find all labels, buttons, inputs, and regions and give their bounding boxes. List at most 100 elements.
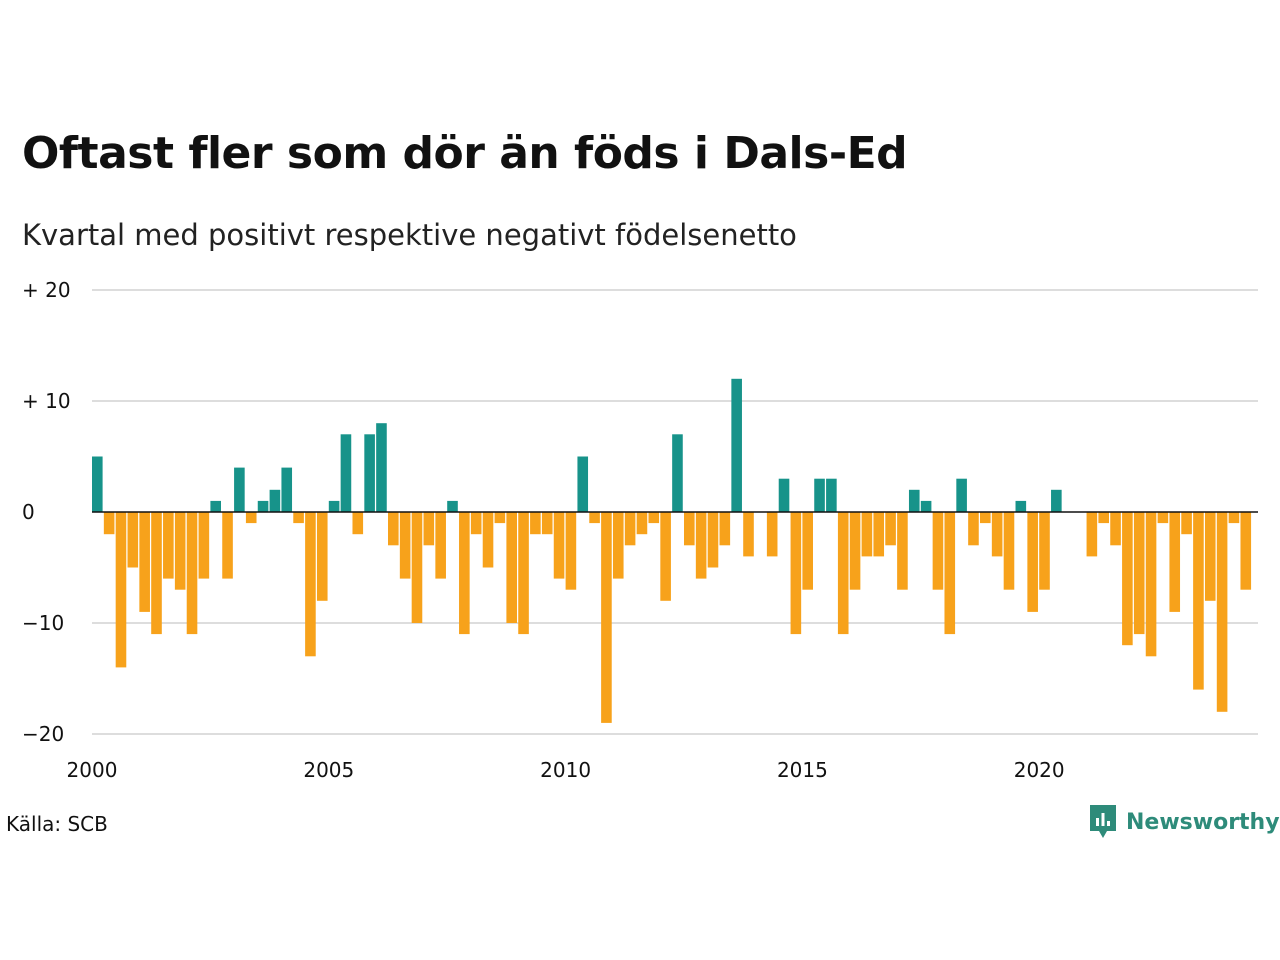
bar — [1216, 512, 1228, 712]
bar — [672, 434, 683, 512]
bar — [293, 512, 304, 524]
bar — [328, 500, 340, 512]
bar — [1228, 512, 1240, 524]
bar — [577, 456, 589, 512]
bar — [814, 478, 825, 512]
bar — [1204, 512, 1216, 601]
bar — [1157, 512, 1169, 524]
bar — [1051, 489, 1062, 512]
x-tick-label: 2010 — [540, 758, 591, 782]
bar — [778, 478, 790, 512]
x-tick-label: 2000 — [67, 758, 118, 782]
bar — [885, 512, 896, 546]
bar — [861, 512, 873, 557]
newsworthy-logo[interactable]: Newsworthy — [1088, 803, 1280, 841]
bar — [103, 512, 115, 535]
bar — [589, 512, 600, 524]
bar — [897, 512, 908, 590]
bar — [435, 512, 446, 579]
bar — [565, 512, 577, 590]
bar — [1027, 512, 1038, 612]
bar — [139, 512, 150, 612]
bar — [163, 512, 174, 579]
bar — [648, 512, 660, 524]
bar — [1133, 512, 1145, 635]
bar — [316, 512, 328, 601]
bar — [411, 512, 423, 623]
bar — [920, 500, 932, 512]
bar — [269, 489, 281, 512]
y-tick-label: 0 — [22, 500, 35, 524]
bar — [636, 512, 648, 535]
bar — [198, 512, 210, 579]
bars — [92, 378, 1252, 723]
bar — [660, 512, 671, 601]
bar — [849, 512, 861, 590]
source-note: Källa: SCB — [6, 812, 108, 836]
chart-title: Oftast fler som dör än föds i Dals-Ed — [22, 128, 908, 179]
bar — [174, 512, 186, 590]
bar-chart: + 20 + 10 0 −10 −20 2000 2005 2010 2015 2020 — [22, 278, 1258, 782]
bar — [151, 512, 162, 635]
bar — [530, 512, 541, 535]
x-tick-label: 2015 — [777, 758, 828, 782]
bar — [127, 512, 139, 568]
bar — [1122, 512, 1133, 646]
bar — [624, 512, 636, 546]
bar — [257, 500, 269, 512]
bar — [459, 512, 470, 635]
bar — [1145, 512, 1157, 657]
bar — [873, 512, 885, 557]
bar — [210, 500, 221, 512]
bar — [92, 456, 103, 512]
x-tick-label: 2020 — [1014, 758, 1065, 782]
bar — [494, 512, 506, 524]
bar — [695, 512, 707, 579]
bar — [790, 512, 802, 635]
bar — [908, 489, 920, 512]
bar — [991, 512, 1003, 557]
bar — [826, 478, 837, 512]
bar — [364, 434, 375, 512]
bar — [743, 512, 754, 557]
bar — [956, 478, 967, 512]
bar — [707, 512, 719, 568]
bar — [423, 512, 435, 546]
bar — [470, 512, 482, 535]
bar — [1086, 512, 1098, 557]
newsworthy-logo-icon — [1090, 805, 1116, 838]
bar — [766, 512, 778, 557]
bar — [968, 512, 979, 546]
bar — [222, 512, 233, 579]
y-tick-label: + 20 — [22, 278, 71, 302]
bar — [186, 512, 198, 635]
bar — [1181, 512, 1192, 535]
brand-name: Newsworthy — [1126, 809, 1280, 835]
bar — [612, 512, 624, 579]
bar — [115, 512, 127, 668]
y-tick-label: + 10 — [22, 389, 71, 413]
bar — [1015, 500, 1027, 512]
bar — [1098, 512, 1109, 524]
bar — [719, 512, 731, 546]
bar — [541, 512, 553, 535]
bar — [837, 512, 849, 635]
bar — [944, 512, 956, 635]
bar — [518, 512, 529, 635]
bar — [980, 512, 991, 524]
bar — [684, 512, 695, 546]
y-tick-label: −20 — [22, 722, 64, 746]
bar — [399, 512, 411, 579]
bar — [932, 512, 944, 590]
bar — [506, 512, 517, 623]
gridlines — [92, 289, 1258, 735]
bar — [376, 423, 387, 512]
y-axis-ticks: + 20 + 10 0 −10 −20 — [22, 278, 71, 746]
bar — [601, 512, 612, 723]
bar — [281, 467, 293, 512]
bar — [305, 512, 316, 657]
bar — [482, 512, 494, 568]
bar — [340, 434, 352, 512]
x-axis-ticks: 2000 2005 2010 2015 2020 — [67, 758, 1065, 782]
y-tick-label: −10 — [22, 611, 64, 635]
